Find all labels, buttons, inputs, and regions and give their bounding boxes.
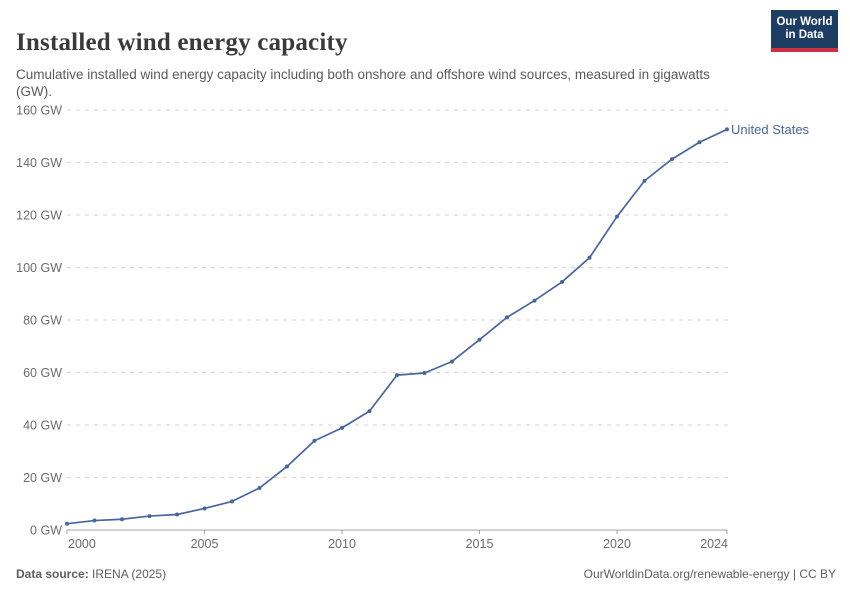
data-point	[560, 279, 564, 284]
y-tick-label: 120 GW	[16, 209, 62, 223]
chart-subtitle: Cumulative installed wind energy capacit…	[16, 66, 710, 100]
y-tick-label: 60 GW	[23, 366, 62, 380]
data-point	[340, 425, 344, 430]
owid-logo[interactable]: Our World in Data	[771, 10, 838, 52]
data-source: Data source: IRENA (2025)	[16, 567, 166, 581]
data-point	[285, 464, 289, 469]
data-point	[422, 371, 427, 376]
y-tick-label: 20 GW	[23, 471, 62, 485]
data-point	[450, 359, 454, 364]
data-point	[65, 521, 69, 526]
y-tick-label: 80 GW	[23, 314, 62, 328]
owid-logo-line2: in Data	[785, 29, 824, 41]
owid-logo-text: Our World in Data	[776, 16, 832, 42]
x-tick-label: 2015	[466, 537, 494, 551]
data-point	[230, 499, 234, 504]
data-point	[642, 178, 647, 183]
chart-footer: Data source: IRENA (2025) OurWorldinData…	[16, 567, 836, 581]
data-point	[697, 140, 702, 145]
data-point	[477, 337, 482, 342]
data-source-label: Data source:	[16, 567, 89, 581]
data-point	[202, 506, 207, 511]
data-point	[92, 518, 97, 523]
data-point	[587, 255, 592, 260]
data-point	[367, 409, 372, 414]
data-point	[175, 512, 179, 517]
data-point	[120, 517, 124, 522]
data-point	[257, 486, 262, 490]
data-point	[395, 373, 399, 378]
data-point	[505, 315, 509, 320]
owid-url-link[interactable]: OurWorldinData.org/renewable-energy	[583, 567, 790, 581]
series-label-united-states[interactable]: United States	[731, 122, 810, 137]
series-line-united-states[interactable]	[66, 128, 728, 525]
y-tick-label: 100 GW	[16, 261, 62, 275]
y-tick-label: 40 GW	[23, 419, 62, 433]
owid-logo-line1: Our World	[776, 16, 833, 28]
data-point	[670, 157, 674, 162]
y-tick-label: 160 GW	[16, 104, 62, 118]
x-tick-label: 2000	[68, 537, 96, 551]
data-source-value: IRENA (2025)	[92, 567, 167, 581]
x-tick-label: 2005	[191, 537, 219, 551]
license-link[interactable]: CC BY	[799, 567, 836, 581]
data-point	[312, 438, 317, 443]
x-tick-label: 2010	[328, 537, 356, 551]
x-tick-label: 2020	[603, 537, 631, 551]
data-point	[532, 298, 537, 303]
x-tick-label: 2024	[700, 537, 728, 551]
footer-credits: OurWorldinData.org/renewable-energy | CC…	[584, 567, 836, 581]
data-point	[725, 127, 729, 132]
y-tick-label: 0 GW	[30, 524, 62, 538]
y-tick-label: 140 GW	[16, 156, 62, 170]
page-title: Installed wind energy capacity	[16, 28, 348, 56]
data-point	[615, 214, 619, 219]
footer-separator: |	[792, 567, 796, 581]
data-point	[147, 514, 152, 519]
